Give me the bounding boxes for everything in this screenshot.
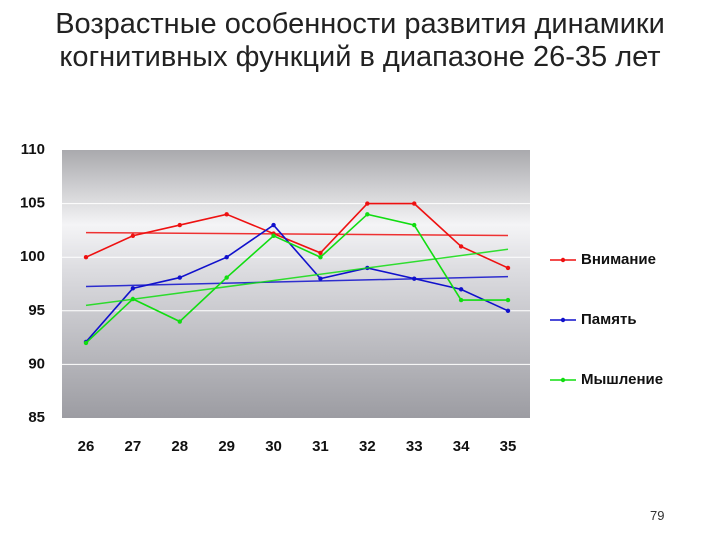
chart-title: Возрастные особенности развития динамики…	[55, 8, 665, 73]
x-tick-label: 34	[453, 438, 470, 455]
data-point	[458, 244, 464, 249]
trend-line	[85, 231, 509, 237]
data-point	[365, 201, 370, 206]
legend-marker	[560, 257, 566, 263]
data-point	[83, 340, 89, 346]
x-tick-label: 31	[312, 438, 329, 455]
series-line	[85, 213, 508, 344]
page-number: 79	[650, 508, 665, 523]
data-point	[177, 319, 182, 324]
data-point	[318, 255, 323, 260]
x-tick-label: 29	[218, 438, 235, 455]
y-tick-label: 110	[21, 141, 45, 158]
data-point	[271, 222, 276, 228]
trend-line	[85, 275, 509, 288]
x-tick-label: 27	[125, 438, 142, 455]
data-point	[505, 308, 511, 313]
data-point	[224, 212, 229, 217]
x-tick-label: 35	[500, 438, 517, 455]
trend-line	[85, 248, 509, 307]
data-point	[130, 286, 136, 291]
y-tick-label: 95	[28, 302, 45, 319]
x-tick-label: 28	[171, 438, 188, 455]
data-point	[505, 297, 511, 303]
y-tick-label: 90	[28, 355, 45, 372]
x-tick-label: 33	[406, 438, 423, 455]
data-point	[458, 297, 464, 303]
x-tick-label: 32	[359, 438, 376, 455]
legend-marker	[560, 377, 566, 383]
data-point	[318, 250, 323, 256]
data-point	[271, 233, 276, 238]
y-tick-label: 100	[20, 248, 45, 265]
series-line	[85, 202, 509, 269]
data-point	[412, 201, 417, 206]
data-point	[130, 233, 136, 238]
data-point	[177, 275, 182, 280]
y-tick-label: 85	[28, 409, 45, 426]
data-point	[130, 296, 136, 302]
legend-label: Мышление	[581, 371, 663, 388]
legend-label: Память	[581, 311, 637, 328]
legend-marker	[560, 317, 566, 323]
x-tick-label: 26	[78, 438, 95, 455]
data-point	[412, 276, 417, 281]
data-point	[224, 275, 229, 280]
data-point	[458, 287, 464, 292]
y-tick-label: 105	[20, 195, 45, 212]
data-point	[177, 222, 182, 228]
data-point	[505, 265, 511, 271]
data-point	[224, 255, 229, 260]
x-tick-label: 30	[265, 438, 282, 455]
plot-area	[62, 150, 530, 418]
data-point	[412, 222, 417, 228]
data-point	[318, 276, 323, 281]
series-line	[85, 223, 509, 343]
legend-label: Внимание	[581, 251, 656, 268]
data-point	[83, 255, 89, 260]
data-point	[365, 212, 370, 217]
